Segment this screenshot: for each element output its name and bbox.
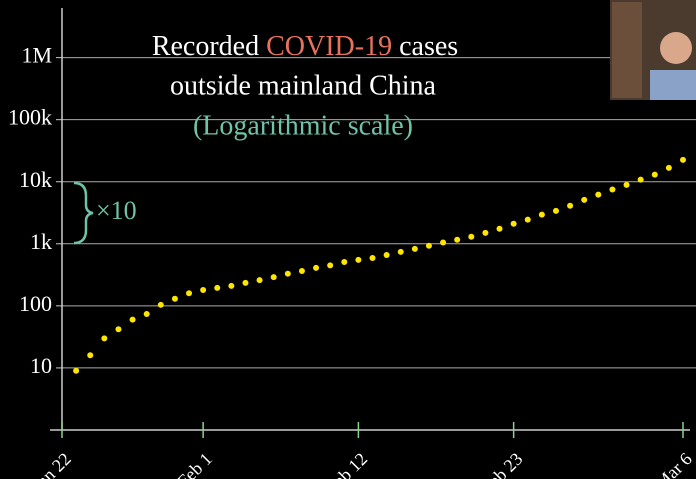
data-point	[425, 242, 432, 249]
data-point	[200, 287, 207, 294]
data-point	[327, 262, 334, 269]
data-point	[298, 267, 305, 274]
data-point	[665, 164, 672, 171]
data-point	[411, 245, 418, 252]
title-part: cases	[392, 31, 458, 62]
data-point	[651, 171, 658, 178]
data-point	[256, 277, 263, 284]
bookshelf	[612, 2, 642, 98]
brace	[73, 181, 94, 245]
data-point	[538, 211, 545, 218]
data-point	[270, 274, 277, 281]
data-point	[454, 236, 461, 243]
grid-layer	[62, 57, 696, 369]
data-point	[73, 367, 80, 374]
data-point	[680, 156, 686, 163]
data-point	[369, 255, 376, 262]
title-highlight: COVID-19	[266, 31, 392, 62]
y-tick-label: 1M	[21, 43, 52, 68]
annotation: ×10	[96, 196, 137, 225]
data-point	[214, 284, 221, 291]
webcam-thumbnail	[610, 0, 696, 100]
data-point	[242, 279, 249, 286]
data-point	[623, 181, 630, 188]
data-point	[101, 335, 108, 342]
data-point	[468, 233, 475, 240]
data-point	[482, 229, 489, 236]
data-point	[440, 239, 447, 246]
data-point	[355, 256, 362, 263]
data-point	[510, 220, 517, 227]
data-point	[171, 295, 178, 302]
y-tick-label: 1k	[30, 229, 52, 254]
data-point	[313, 264, 320, 271]
data-point	[567, 202, 574, 209]
chart-title-line2: outside mainland China	[170, 70, 437, 101]
data-point	[341, 258, 348, 265]
data-point	[284, 270, 291, 277]
chart-subtitle: (Logarithmic scale)	[193, 110, 413, 141]
data-point	[186, 290, 193, 297]
y-tick-label: 10k	[19, 167, 52, 192]
y-tick-label: 10	[30, 353, 52, 378]
data-point	[129, 316, 136, 323]
data-point	[143, 310, 150, 317]
data-point	[157, 301, 164, 308]
data-point	[87, 352, 94, 359]
data-point	[595, 191, 602, 198]
chart-title: Recorded COVID-19 cases	[152, 31, 458, 62]
data-point	[552, 207, 559, 214]
data-point	[637, 176, 644, 183]
data-point	[383, 252, 390, 259]
data-point	[228, 282, 235, 289]
y-tick-label: 100	[19, 291, 52, 316]
title-part: Recorded	[152, 31, 266, 62]
shirt	[650, 70, 696, 100]
data-point	[115, 326, 122, 333]
data-point	[397, 248, 404, 255]
data-point	[609, 186, 616, 193]
data-point	[524, 216, 531, 223]
data-point	[581, 196, 588, 203]
y-tick-label: 100k	[8, 105, 52, 130]
face	[660, 32, 692, 64]
data-point	[496, 225, 503, 232]
